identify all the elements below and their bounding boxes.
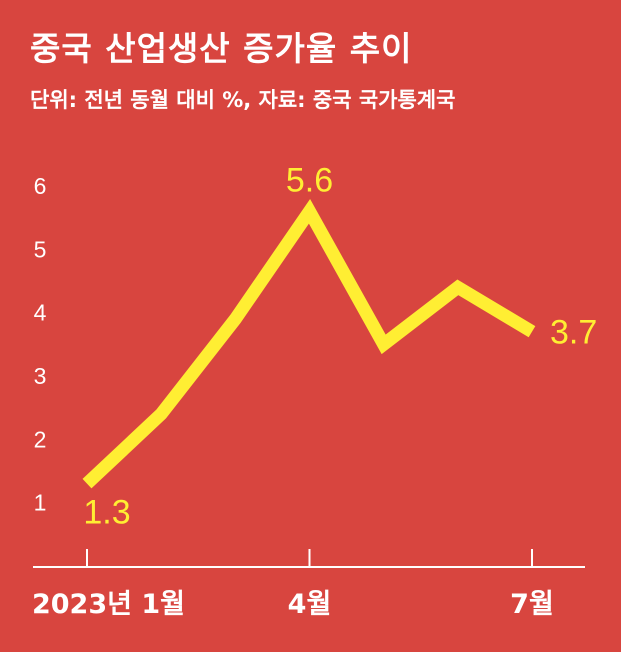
y-tick-label: 5 (34, 236, 47, 262)
x-tick-label: 4월 (288, 589, 332, 620)
y-tick-label: 1 (34, 490, 47, 516)
data-label: 5.6 (286, 161, 333, 199)
y-axis-ticks: 1 2 3 4 5 6 (34, 173, 47, 516)
x-tick-label: 2023년 1월 (32, 589, 185, 620)
series-group (82, 199, 536, 489)
y-tick-label: 6 (34, 173, 47, 199)
y-tick-label: 2 (34, 426, 47, 452)
chart-subtitle: 단위: 전년 동월 대비 %, 자료: 중국 국가통계국 (30, 88, 456, 112)
data-labels: 1.3 5.6 3.7 (83, 161, 597, 531)
y-tick-label: 3 (34, 363, 47, 389)
data-label: 1.3 (83, 494, 130, 532)
chart-title: 중국 산업생산 증가율 추이 (30, 29, 413, 68)
y-tick-label: 4 (34, 300, 47, 326)
x-axis-ticks: 2023년 1월 4월 7월 (32, 549, 554, 620)
x-tick-label: 7월 (510, 589, 554, 620)
series-line (82, 199, 536, 489)
data-label: 3.7 (550, 314, 597, 352)
